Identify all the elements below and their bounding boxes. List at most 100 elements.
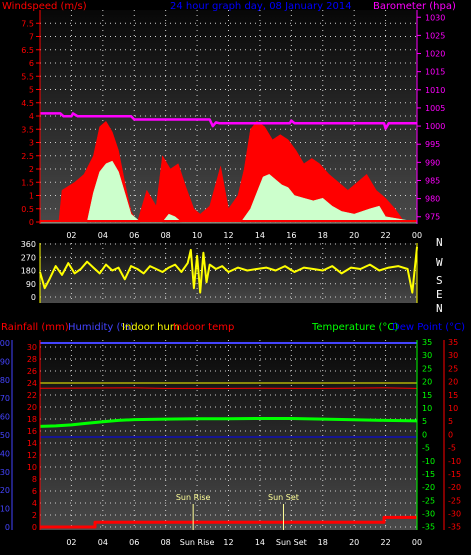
barometer-tick-label: 975 xyxy=(425,213,440,222)
rainfall-tick-label: 18 xyxy=(27,415,37,424)
x-tick-label: 08 xyxy=(161,231,171,240)
x-tick-label: 18 xyxy=(318,231,328,240)
indoor-temp-tick-label: -5 xyxy=(448,444,456,453)
temperature-tick-label: -15 xyxy=(422,470,435,479)
direction-tick-label: 90 xyxy=(26,280,36,289)
rainfall-tick-label: 28 xyxy=(27,355,37,364)
x-tick-label: 22 xyxy=(380,538,390,547)
x-tick-label: 22 xyxy=(380,231,390,240)
direction-tick-label: 0 xyxy=(31,293,36,302)
x-tick-label: 20 xyxy=(349,231,359,240)
humidity-tick-label: 10 xyxy=(0,505,10,514)
x-tick-label: 08 xyxy=(161,538,171,547)
rainfall-tick-label: 10 xyxy=(27,463,37,472)
x-tick-label: Sun Rise xyxy=(180,538,215,547)
windspeed-tick-label: 2.5 xyxy=(21,152,34,161)
x-tick-label: 02 xyxy=(66,538,76,547)
barometer-tick-label: 985 xyxy=(425,176,440,185)
indoor-temp-tick-label: -35 xyxy=(448,523,461,532)
series-gust xyxy=(40,120,417,223)
barometer-tick-label: 1010 xyxy=(425,86,445,95)
series-temperature xyxy=(39,417,418,428)
barometer-tick-label: 1030 xyxy=(425,13,445,22)
temperature-marks: Sun Rise Sun Set xyxy=(39,342,418,530)
barometer-tick-label: 995 xyxy=(425,140,440,149)
temperature-tick-label: 25 xyxy=(422,364,432,373)
barometer-tick-label: 1015 xyxy=(425,68,445,77)
temperature-tick-label: -30 xyxy=(422,510,435,519)
windspeed-tick-label: 6 xyxy=(29,59,34,68)
temperature-tick-label: 15 xyxy=(422,391,432,400)
humidity-tick-label: 20 xyxy=(0,486,10,495)
windspeed-tick-label: 2 xyxy=(29,165,34,174)
direction-grid xyxy=(40,243,417,303)
temperature-tick-label: 0 xyxy=(422,430,427,439)
windspeed-tick-label: 4 xyxy=(29,112,34,121)
rainfall-tick-label: 6 xyxy=(32,487,37,496)
direction-marks xyxy=(39,246,418,294)
temperature-tick-label: -5 xyxy=(422,444,430,453)
humidity-tick-label: 70 xyxy=(0,394,10,403)
x-tick-label: 12 xyxy=(223,231,233,240)
series-rainfall xyxy=(40,515,417,529)
temperature-tick-label: -35 xyxy=(422,523,435,532)
series-wind-direction xyxy=(39,246,418,294)
rainfall-tick-label: 12 xyxy=(27,451,37,460)
indoor-temp-tick-label: 5 xyxy=(448,417,453,426)
rainfall-tick-label: 22 xyxy=(27,391,37,400)
x-tick-label: 20 xyxy=(349,538,359,547)
indoor-hum-legend: Indoor hum xyxy=(122,322,180,333)
temperature-tick-label: -10 xyxy=(422,457,435,466)
direction-tick-label: 180 xyxy=(21,267,36,276)
indoor-temp-tick-label: -20 xyxy=(448,483,461,492)
direction-tick-label: 360 xyxy=(21,240,36,249)
indoor-temp-legend: Indoor temp xyxy=(173,322,234,333)
indoor-temp-tick-label: 15 xyxy=(448,391,458,400)
windspeed-tick-label: 1 xyxy=(29,192,34,201)
barometer-tick-label: 1020 xyxy=(425,50,445,59)
barometer-tick-label: 1000 xyxy=(425,122,445,131)
annotation-sun-set: Sun Set xyxy=(268,493,299,502)
humidity-legend: Humidity (%) xyxy=(68,322,134,333)
barometer-tick-label: 1005 xyxy=(425,104,445,113)
windspeed-tick-label: 6.5 xyxy=(21,46,34,55)
indoor-temp-tick-label: 30 xyxy=(448,351,458,360)
series-average xyxy=(40,160,418,223)
humidity-tick-label: 30 xyxy=(0,468,10,477)
indoor-temp-tick-label: -25 xyxy=(448,496,461,505)
temperature-tick-label: 10 xyxy=(422,404,432,413)
direction-tick-label: 270 xyxy=(21,253,36,262)
rainfall-tick-label: 24 xyxy=(27,379,37,388)
wind-panel: 0 0.5 1 1.5 2 2.5 3 3.5 4 4.5 5 5.5 6 6.5 7 7.5 975 980 98… xyxy=(2,1,456,240)
humidity-tick-label: 100 xyxy=(0,339,10,348)
x-tick-label: Sun Set xyxy=(276,538,307,547)
rainfall-tick-label: 30 xyxy=(27,343,37,352)
barometer-tick-label: 980 xyxy=(425,195,440,204)
indoor-temp-tick-label: 0 xyxy=(448,430,453,439)
rainfall-tick-label: 0 xyxy=(32,523,37,532)
dew-point-legend: Dew Point (°C) xyxy=(392,322,465,333)
indoor-temp-tick-label: -10 xyxy=(448,457,461,466)
annotation-sun-rise: Sun Rise xyxy=(176,493,211,502)
compass-label: S xyxy=(436,274,443,287)
x-tick-label: 10 xyxy=(192,231,202,240)
x-tick-label: 16 xyxy=(286,231,296,240)
barometer-axis-label: Barometer (hpa) xyxy=(373,1,456,12)
wind-marks xyxy=(40,112,418,223)
humidity-tick-label: 0 xyxy=(5,523,10,532)
rainfall-tick-label: 26 xyxy=(27,367,37,376)
chart-title: 24 hour graph day, 08 January 2014 xyxy=(170,1,352,12)
temperature-tick-label: 35 xyxy=(422,338,432,347)
x-tick-label: 00 xyxy=(412,538,422,547)
indoor-temp-tick-label: -30 xyxy=(448,510,461,519)
windspeed-tick-label: 5 xyxy=(29,86,34,95)
x-tick-label: 06 xyxy=(129,538,139,547)
rainfall-tick-label: 2 xyxy=(32,511,37,520)
temperature-tick-label: 30 xyxy=(422,351,432,360)
x-tick-label: 14 xyxy=(255,538,265,547)
rainfall-tick-label: 16 xyxy=(27,427,37,436)
humidity-tick-label: 80 xyxy=(0,376,10,385)
